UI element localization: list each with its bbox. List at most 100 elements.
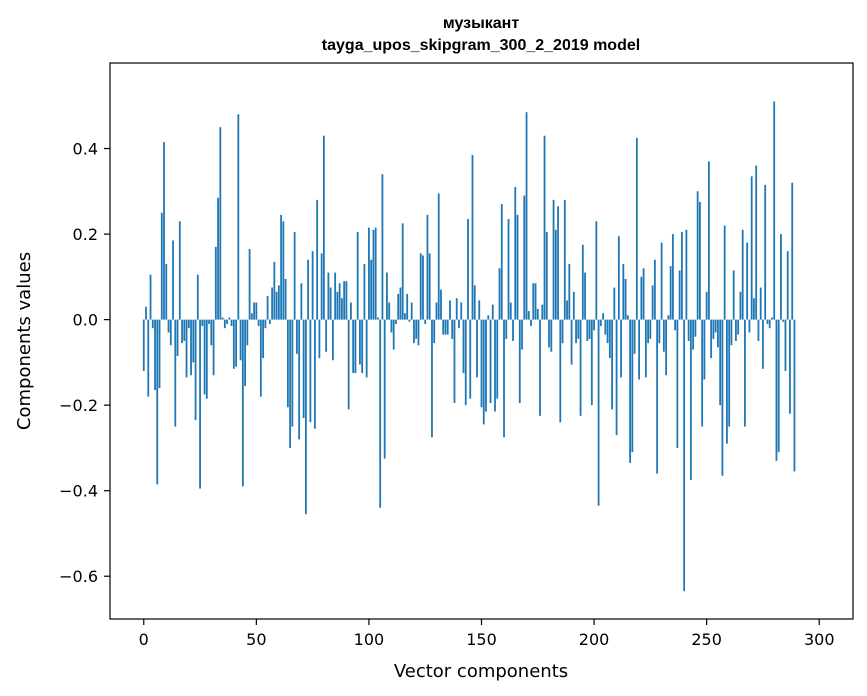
bar (392, 319, 395, 350)
bar (361, 319, 364, 374)
bar (268, 319, 271, 324)
bar (187, 319, 190, 329)
bar (388, 302, 391, 320)
bar (381, 174, 384, 320)
bar (253, 302, 255, 320)
bar (660, 242, 663, 320)
bar (422, 255, 424, 320)
y-tick-label: −0.4 (59, 482, 98, 501)
bar (158, 319, 161, 389)
bar (163, 142, 165, 320)
bar (503, 319, 505, 438)
bar (478, 300, 481, 320)
x-axis: 0 50 100 150 200 250 300 (139, 619, 835, 649)
bar (201, 319, 204, 327)
bar (295, 319, 298, 354)
bar (482, 319, 485, 425)
bar (705, 291, 708, 320)
bar (786, 251, 789, 320)
bar (667, 315, 670, 320)
bar (712, 319, 715, 339)
bar (467, 219, 469, 320)
bar (154, 319, 156, 391)
bar (590, 319, 593, 406)
bar (473, 285, 476, 320)
bar (226, 319, 228, 324)
bar (221, 317, 224, 320)
bar (568, 264, 571, 320)
bar (232, 319, 235, 369)
bar (194, 319, 197, 421)
bar (518, 319, 521, 404)
chart-subtitle: tayga_upos_skipgram_300_2_2019 model (322, 37, 640, 54)
bar (701, 319, 704, 427)
bar (437, 193, 440, 320)
bar (203, 319, 206, 395)
bar (719, 319, 722, 406)
chart-title: музыкант (443, 15, 520, 32)
bar (496, 319, 499, 399)
y-tick-label: 0.0 (73, 311, 98, 330)
bar (282, 221, 285, 320)
bar (494, 319, 496, 412)
bar (755, 165, 758, 320)
bar (617, 236, 620, 320)
x-tick-label: 200 (579, 630, 610, 649)
bar (615, 319, 618, 436)
bar (653, 259, 656, 320)
bar (446, 319, 449, 335)
bar (435, 302, 438, 320)
bar (341, 298, 343, 320)
bar (338, 283, 341, 320)
bar (286, 319, 289, 408)
bar (196, 274, 199, 320)
bar (406, 293, 409, 320)
bar (532, 283, 535, 320)
bar (169, 319, 172, 346)
bar (750, 176, 753, 320)
bar (689, 319, 692, 480)
bar (525, 112, 528, 320)
bar (309, 319, 312, 423)
bar (588, 319, 591, 339)
bar (777, 319, 780, 453)
bar (291, 319, 294, 427)
bar (644, 319, 647, 378)
bar (413, 319, 415, 344)
bar (671, 234, 674, 320)
bar (449, 300, 451, 320)
bar (773, 101, 776, 320)
bar (428, 253, 431, 320)
bar (557, 206, 559, 320)
bar (624, 278, 627, 320)
bar (453, 319, 456, 404)
bar (491, 304, 494, 320)
bar (500, 204, 503, 320)
bar (604, 319, 607, 335)
bar (498, 268, 501, 320)
bar (219, 127, 222, 320)
bar (469, 319, 472, 399)
bar (581, 244, 584, 320)
bar (658, 319, 661, 344)
bar (255, 302, 258, 320)
bar (764, 184, 767, 320)
bar (485, 319, 487, 412)
bar (789, 319, 791, 414)
bar (489, 319, 492, 404)
bar (593, 319, 595, 331)
bar (577, 319, 580, 339)
bars-group (142, 101, 796, 592)
bar (766, 319, 769, 324)
bar (753, 298, 755, 320)
bar (172, 240, 174, 320)
bar (741, 229, 744, 320)
x-tick-label: 300 (804, 630, 835, 649)
bar (241, 319, 244, 487)
bar (608, 319, 611, 359)
bar (293, 231, 296, 320)
bar (284, 278, 287, 320)
bar (300, 283, 303, 320)
bar (156, 319, 159, 485)
bar (322, 135, 325, 320)
